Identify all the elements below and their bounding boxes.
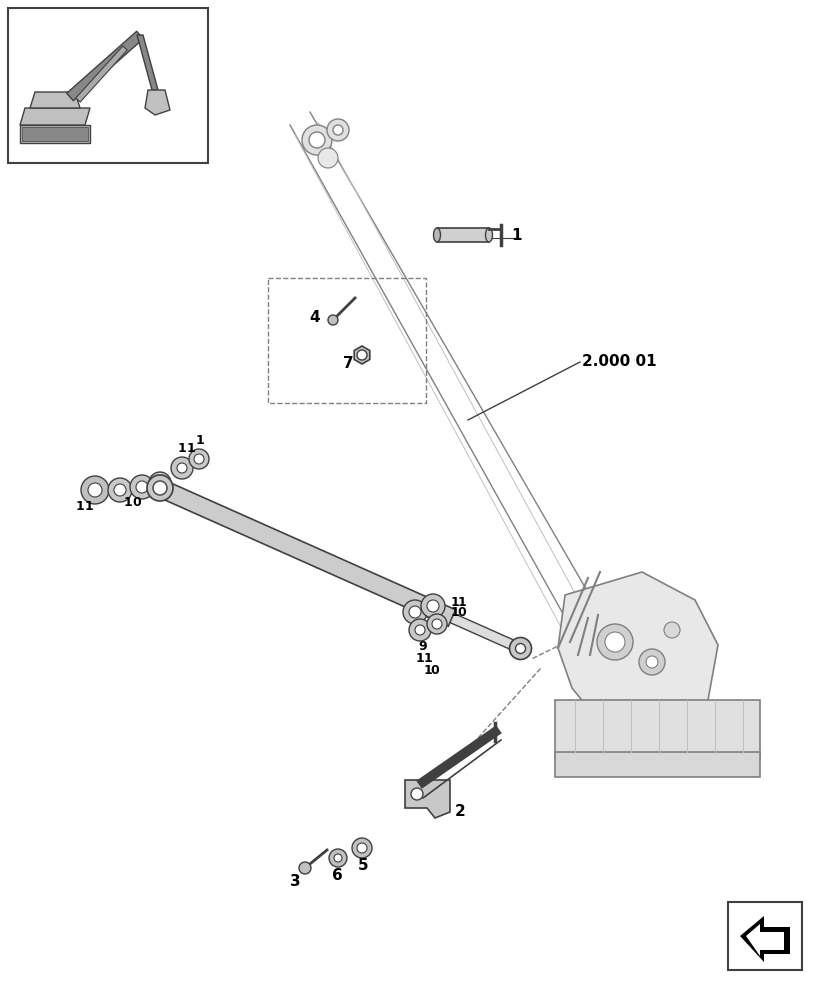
Polygon shape	[405, 780, 450, 818]
Circle shape	[189, 449, 209, 469]
Circle shape	[329, 849, 347, 867]
Circle shape	[147, 475, 173, 501]
Circle shape	[302, 125, 332, 155]
Text: 4: 4	[310, 310, 321, 326]
Bar	[268, 278, 426, 403]
Text: 3: 3	[290, 874, 300, 888]
Text: 1: 1	[178, 442, 186, 456]
Circle shape	[403, 600, 427, 624]
Circle shape	[153, 481, 167, 495]
Bar	[22, 127, 88, 141]
Polygon shape	[740, 916, 790, 962]
Circle shape	[639, 649, 665, 675]
Circle shape	[171, 457, 193, 479]
Circle shape	[130, 475, 154, 499]
Circle shape	[432, 619, 442, 629]
Polygon shape	[137, 35, 158, 90]
Text: 1: 1	[424, 664, 432, 676]
Circle shape	[509, 638, 531, 660]
Circle shape	[149, 472, 171, 494]
Circle shape	[597, 624, 633, 660]
Bar	[437, 228, 489, 242]
Text: 0: 0	[431, 664, 439, 676]
Circle shape	[357, 350, 367, 360]
Text: 1: 1	[450, 606, 459, 619]
Circle shape	[108, 478, 132, 502]
Ellipse shape	[433, 228, 441, 242]
Circle shape	[421, 594, 445, 618]
Circle shape	[411, 788, 423, 800]
Text: 0: 0	[458, 606, 467, 619]
Circle shape	[516, 644, 526, 654]
Circle shape	[646, 656, 658, 668]
Text: 5: 5	[357, 858, 368, 874]
Polygon shape	[450, 613, 522, 653]
Bar	[555, 752, 760, 777]
Circle shape	[81, 476, 109, 504]
Circle shape	[427, 614, 447, 634]
Text: 1: 1	[187, 442, 195, 456]
Circle shape	[357, 843, 367, 853]
Circle shape	[409, 619, 431, 641]
Text: 2.000 01: 2.000 01	[582, 355, 657, 369]
Bar	[555, 700, 760, 758]
Circle shape	[333, 125, 343, 135]
Circle shape	[427, 600, 439, 612]
Text: 1: 1	[196, 434, 204, 448]
Polygon shape	[67, 31, 144, 101]
Circle shape	[334, 854, 342, 862]
Text: 1: 1	[85, 499, 93, 512]
Circle shape	[328, 315, 338, 325]
Circle shape	[409, 606, 421, 618]
Text: 1: 1	[458, 595, 467, 608]
Polygon shape	[76, 46, 127, 102]
Bar	[728, 902, 802, 970]
Text: 1: 1	[450, 595, 459, 608]
Text: 9: 9	[419, 641, 428, 654]
Circle shape	[299, 862, 311, 874]
Circle shape	[155, 478, 165, 488]
Polygon shape	[20, 108, 90, 125]
Circle shape	[114, 484, 126, 496]
Text: 2: 2	[455, 804, 465, 820]
Circle shape	[327, 119, 349, 141]
Circle shape	[664, 622, 680, 638]
Text: 0: 0	[133, 495, 141, 508]
Circle shape	[415, 625, 425, 635]
Circle shape	[352, 838, 372, 858]
Polygon shape	[145, 90, 170, 115]
Circle shape	[194, 454, 204, 464]
Ellipse shape	[486, 228, 493, 242]
Circle shape	[88, 483, 102, 497]
Polygon shape	[746, 924, 784, 956]
Circle shape	[309, 132, 325, 148]
Text: 6: 6	[331, 867, 343, 882]
Polygon shape	[558, 572, 718, 732]
Polygon shape	[30, 92, 80, 108]
Text: 7: 7	[343, 356, 353, 370]
Text: 1: 1	[124, 495, 132, 508]
Circle shape	[136, 481, 148, 493]
Text: 1: 1	[415, 652, 424, 666]
Bar	[8, 8, 208, 163]
Text: 1: 1	[424, 652, 432, 666]
Circle shape	[177, 463, 187, 473]
Text: 1: 1	[512, 228, 522, 242]
Bar	[20, 125, 90, 143]
Polygon shape	[354, 346, 370, 364]
Text: 1: 1	[76, 499, 84, 512]
Polygon shape	[157, 480, 455, 626]
Circle shape	[318, 148, 338, 168]
Circle shape	[605, 632, 625, 652]
